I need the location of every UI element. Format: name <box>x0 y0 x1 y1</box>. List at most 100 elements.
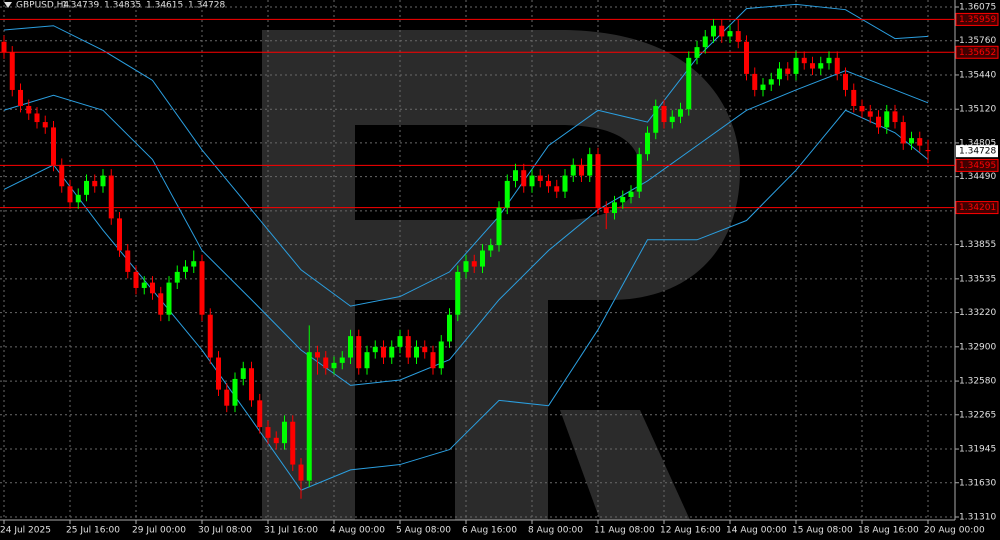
candle-body <box>298 464 304 481</box>
candle-body <box>678 109 683 117</box>
candle-body <box>471 261 477 267</box>
candle-body <box>488 245 494 251</box>
header-open: 1.34739 <box>62 1 99 11</box>
candle-body <box>876 116 881 128</box>
candle-body <box>166 282 172 315</box>
menu-arrow <box>4 2 12 8</box>
level-label-box <box>955 12 999 26</box>
x-tick-label: 30 Jul 08:00 <box>198 526 252 536</box>
y-tick-label: 1.31945 <box>959 445 996 455</box>
candle-body <box>306 352 312 481</box>
candle-body <box>760 84 766 90</box>
candle-body <box>183 266 188 272</box>
candle-body <box>917 138 923 146</box>
candle-body <box>249 368 254 401</box>
candle-body <box>521 170 527 187</box>
y-tick-label: 1.36075 <box>959 3 996 13</box>
y-tick-label: 1.31630 <box>959 478 996 488</box>
candle-body <box>100 175 106 187</box>
candle-body <box>496 207 502 246</box>
candle-body <box>834 57 840 74</box>
candle-body <box>752 73 758 90</box>
candle-body <box>42 122 48 128</box>
y-tick-label: 1.34490 <box>959 172 996 182</box>
level-label: 1.34595 <box>959 161 996 171</box>
candle-body <box>273 437 279 444</box>
candle-body <box>125 250 131 272</box>
candle-body <box>777 68 782 80</box>
candle-body <box>702 36 708 48</box>
candle-body <box>447 314 452 342</box>
candle-body <box>199 261 205 315</box>
level-label-box <box>955 158 999 172</box>
candle-body <box>207 314 213 358</box>
candle-body <box>224 389 230 406</box>
candle-body <box>843 73 848 90</box>
candle-body <box>372 346 378 353</box>
x-tick-label: 5 Aug 08:00 <box>396 526 451 536</box>
candle-body <box>265 427 271 438</box>
y-tick-label: 1.35120 <box>959 105 996 115</box>
y-tick-label: 1.33855 <box>959 240 996 250</box>
y-tick-label: 1.33535 <box>959 274 996 284</box>
candle-body <box>389 346 395 358</box>
candle-body <box>133 271 139 288</box>
candle-body <box>34 113 40 123</box>
candle-body <box>595 154 601 208</box>
candle-body <box>18 89 23 107</box>
candle-body <box>232 378 238 406</box>
y-tick-label: 1.33220 <box>959 308 996 318</box>
candle-body <box>240 368 246 379</box>
x-tick-label: 11 Aug 08:00 <box>594 526 655 536</box>
level-label-box <box>955 45 999 59</box>
candle-body <box>719 25 725 37</box>
candle-body <box>744 41 749 74</box>
y-tick-label: 1.32265 <box>959 410 996 420</box>
x-tick-label: 20 Aug 00:00 <box>924 526 985 536</box>
candle-body <box>636 154 642 192</box>
candle-body <box>150 282 155 294</box>
candle-body <box>290 421 296 465</box>
x-tick-label: 31 Jul 16:00 <box>264 526 318 536</box>
candle-body <box>430 352 436 369</box>
candle-body <box>900 122 906 144</box>
candle-body <box>537 175 543 181</box>
header-close: 1.34728 <box>188 1 225 11</box>
candle-body <box>315 352 320 358</box>
candle-body <box>570 164 576 176</box>
candle-body <box>323 357 329 369</box>
level-label: 1.35652 <box>959 48 996 58</box>
candle-body <box>727 31 733 37</box>
candle-body <box>356 336 362 369</box>
candle-body <box>513 170 518 181</box>
candle-body <box>67 186 73 203</box>
candle-body <box>331 362 337 369</box>
candle-body <box>554 186 560 192</box>
candle-body <box>587 154 593 176</box>
candle-body <box>884 111 890 128</box>
x-tick-label: 25 Jul 16:00 <box>66 526 120 536</box>
candle-body <box>405 336 411 358</box>
candle-body <box>141 282 147 288</box>
candle-body <box>348 336 353 358</box>
candle-body <box>612 202 617 214</box>
current-price-box <box>956 145 998 158</box>
watermark <box>262 30 740 520</box>
candle-body <box>735 31 741 42</box>
candle-body <box>603 207 609 214</box>
candle-body <box>9 52 15 90</box>
candle-body <box>529 175 535 187</box>
candle-body <box>892 111 898 123</box>
x-tick-label: 18 Aug 16:00 <box>858 526 919 536</box>
candle-body <box>117 218 122 251</box>
candle-body <box>620 196 626 203</box>
candle-body <box>867 111 873 117</box>
candle-body <box>108 175 114 219</box>
candle-body <box>174 271 180 283</box>
y-tick-label: 1.32580 <box>959 377 996 387</box>
candle-body <box>851 89 857 107</box>
candle-body <box>257 400 263 428</box>
candle-body <box>909 138 914 144</box>
candle-body <box>381 346 386 358</box>
